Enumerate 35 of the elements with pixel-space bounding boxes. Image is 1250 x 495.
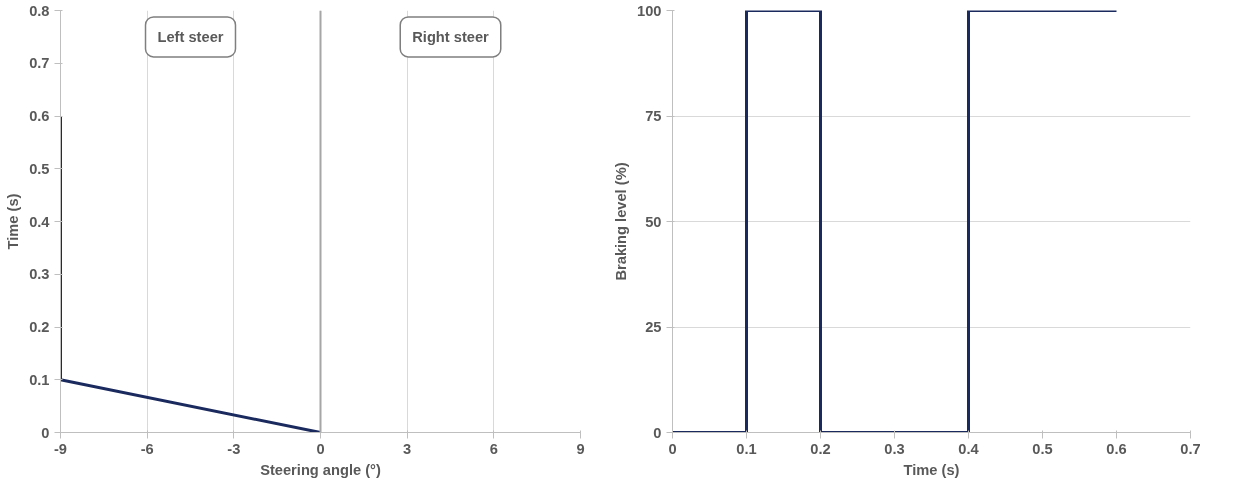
x-tick-label: -9 <box>53 440 68 457</box>
y-tick-label: 0.4 <box>29 213 51 230</box>
y-tick-label: 0 <box>41 424 50 441</box>
y-tick-label: 25 <box>645 319 662 335</box>
annotation: Left steer <box>157 28 224 45</box>
x-axis-title: Time (s) <box>903 461 960 478</box>
x-axis-title: Steering angle (°) <box>260 461 381 478</box>
y-tick-label: 0.8 <box>29 2 50 19</box>
x-tick-label: -6 <box>140 440 154 457</box>
y-tick-label: 0.6 <box>29 108 50 124</box>
x-tick-label: 0.3 <box>884 440 905 457</box>
y-tick-label: 0.1 <box>29 371 50 388</box>
y-tick-label: 100 <box>637 2 662 19</box>
x-tick-label: 0.6 <box>1106 440 1127 457</box>
y-tick-label: 0.5 <box>29 160 50 177</box>
x-tick-label: 0.2 <box>810 440 831 457</box>
y-tick-label: 0.3 <box>29 266 50 283</box>
y-axis-title: Time (s) <box>5 193 22 250</box>
x-tick-label: 0 <box>316 440 325 457</box>
x-tick-label: -3 <box>227 440 241 457</box>
x-tick-label: 6 <box>489 440 498 457</box>
y-tick-label: 50 <box>645 213 662 230</box>
x-tick-label: 3 <box>403 440 412 457</box>
x-tick-label: 0.1 <box>736 440 757 457</box>
y-axis-title: Braking level (%) <box>613 162 630 281</box>
y-tick-label: 0.2 <box>29 319 50 335</box>
x-tick-label: 0.5 <box>1032 440 1053 457</box>
x-tick-label: 0 <box>668 440 677 457</box>
x-tick-label: 0.4 <box>958 440 980 457</box>
annotation: Right steer <box>412 28 490 45</box>
y-tick-label: 75 <box>645 108 662 124</box>
y-tick-label: 0 <box>653 424 662 441</box>
x-tick-label: 0.7 <box>1180 440 1201 457</box>
y-tick-label: 0.7 <box>29 55 50 72</box>
x-tick-label: 9 <box>576 440 585 457</box>
